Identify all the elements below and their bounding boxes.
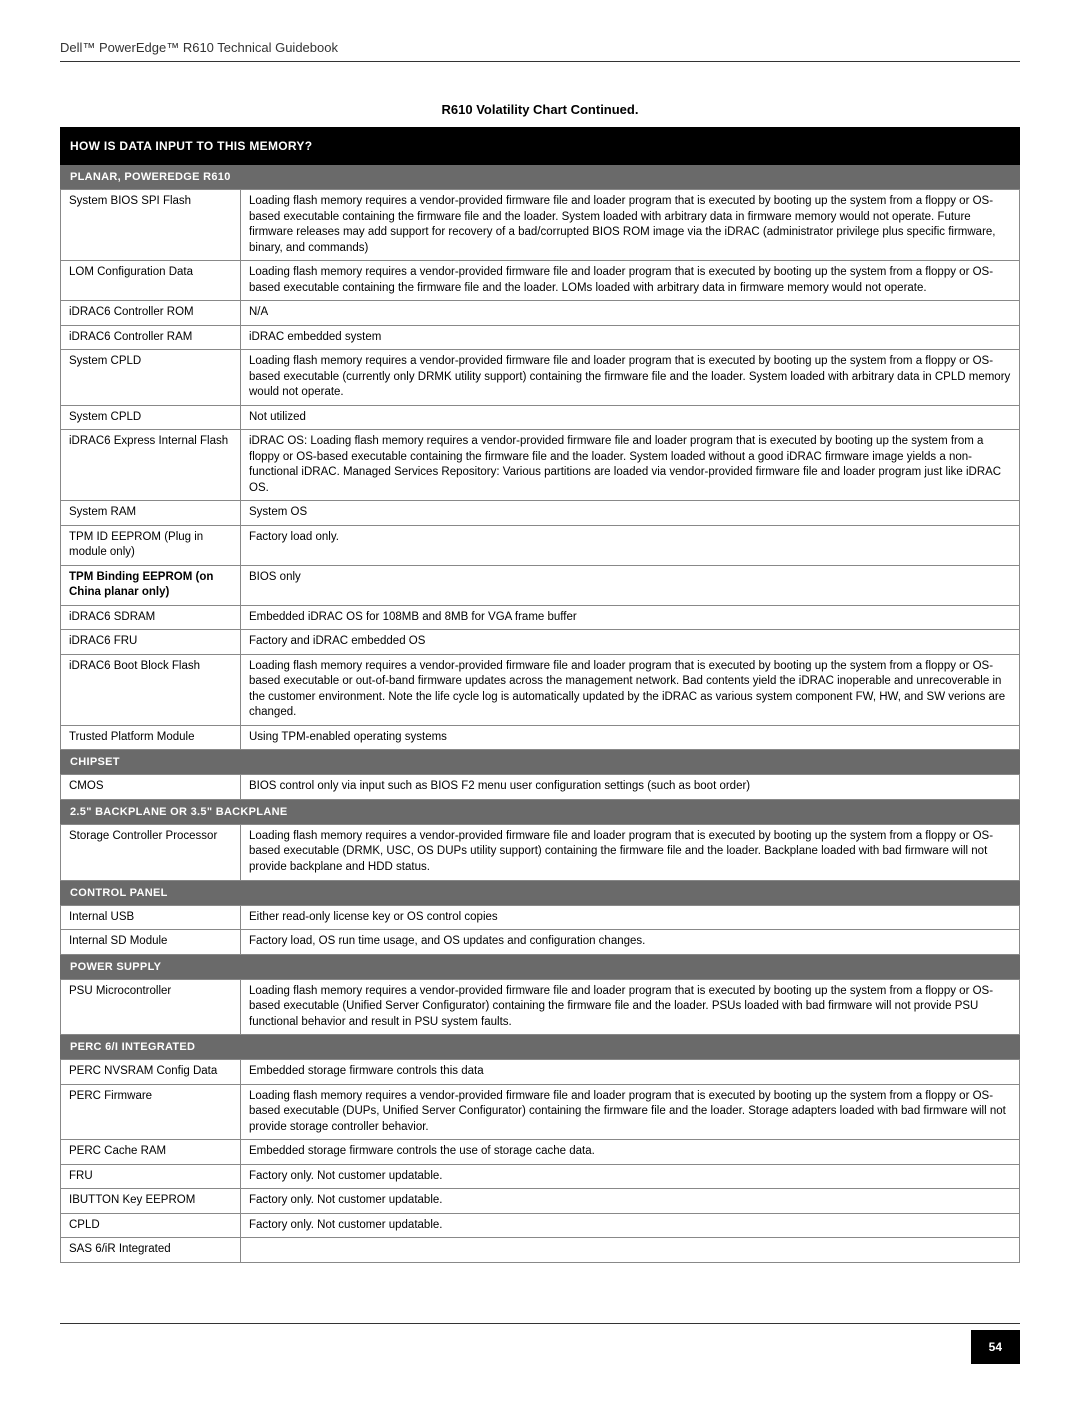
- row-value: Loading flash memory requires a vendor-p…: [241, 824, 1020, 880]
- question-bar: How Is Data Input To This Memory?: [60, 127, 1020, 165]
- row-value: Factory only. Not customer updatable.: [241, 1213, 1020, 1238]
- row-value: Loading flash memory requires a vendor-p…: [241, 350, 1020, 406]
- row-value: [241, 1238, 1020, 1263]
- row-value: Either read-only license key or OS contr…: [241, 905, 1020, 930]
- page-header: Dell™ PowerEdge™ R610 Technical Guideboo…: [60, 40, 1020, 62]
- row-value: System OS: [241, 501, 1020, 526]
- row-label: Internal USB: [61, 905, 241, 930]
- table-row: PERC Cache RAMEmbedded storage firmware …: [61, 1140, 1020, 1165]
- row-value: iDRAC embedded system: [241, 325, 1020, 350]
- row-value: BIOS only: [241, 565, 1020, 605]
- chart-title: R610 Volatility Chart Continued.: [60, 102, 1020, 117]
- row-value: BIOS control only via input such as BIOS…: [241, 775, 1020, 800]
- row-label: TPM Binding EEPROM (on China planar only…: [61, 565, 241, 605]
- row-label: Internal SD Module: [61, 930, 241, 955]
- row-label: iDRAC6 Express Internal Flash: [61, 430, 241, 501]
- table-row: Internal SD ModuleFactory load, OS run t…: [61, 930, 1020, 955]
- section-table: CMOSBIOS control only via input such as …: [60, 774, 1020, 800]
- page-number: 54: [971, 1330, 1020, 1364]
- table-row: iDRAC6 Controller RAMiDRAC embedded syst…: [61, 325, 1020, 350]
- row-label: System BIOS SPI Flash: [61, 190, 241, 261]
- table-row: PERC NVSRAM Config DataEmbedded storage …: [61, 1060, 1020, 1085]
- row-value: Factory load only.: [241, 525, 1020, 565]
- row-label: iDRAC6 SDRAM: [61, 605, 241, 630]
- row-value: Loading flash memory requires a vendor-p…: [241, 979, 1020, 1035]
- row-value: Loading flash memory requires a vendor-p…: [241, 261, 1020, 301]
- table-row: iDRAC6 FRUFactory and iDRAC embedded OS: [61, 630, 1020, 655]
- section-header: Planar, PowerEdge R610: [60, 165, 1020, 189]
- table-row: PSU MicrocontrollerLoading flash memory …: [61, 979, 1020, 1035]
- table-row: System CPLDNot utilized: [61, 405, 1020, 430]
- table-row: PERC FirmwareLoading flash memory requir…: [61, 1084, 1020, 1140]
- row-label: CPLD: [61, 1213, 241, 1238]
- section-header: Power Supply: [60, 955, 1020, 979]
- table-row: SAS 6/iR Integrated: [61, 1238, 1020, 1263]
- table-row: CPLDFactory only. Not customer updatable…: [61, 1213, 1020, 1238]
- table-row: TPM Binding EEPROM (on China planar only…: [61, 565, 1020, 605]
- row-value: Factory and iDRAC embedded OS: [241, 630, 1020, 655]
- section-header: Chipset: [60, 750, 1020, 774]
- row-value: Factory only. Not customer updatable.: [241, 1189, 1020, 1214]
- row-label: iDRAC6 FRU: [61, 630, 241, 655]
- table-row: iDRAC6 Boot Block FlashLoading flash mem…: [61, 654, 1020, 725]
- table-row: iDRAC6 Controller ROMN/A: [61, 301, 1020, 326]
- row-label: iDRAC6 Controller ROM: [61, 301, 241, 326]
- row-label: iDRAC6 Boot Block Flash: [61, 654, 241, 725]
- table-row: LOM Configuration DataLoading flash memo…: [61, 261, 1020, 301]
- section-table: Internal USBEither read-only license key…: [60, 905, 1020, 955]
- table-row: iDRAC6 SDRAMEmbedded iDRAC OS for 108MB …: [61, 605, 1020, 630]
- row-label: Storage Controller Processor: [61, 824, 241, 880]
- row-label: System CPLD: [61, 405, 241, 430]
- table-row: Storage Controller ProcessorLoading flas…: [61, 824, 1020, 880]
- row-value: Loading flash memory requires a vendor-p…: [241, 190, 1020, 261]
- section-table: PSU MicrocontrollerLoading flash memory …: [60, 979, 1020, 1036]
- row-label: PERC Firmware: [61, 1084, 241, 1140]
- row-label: TPM ID EEPROM (Plug in module only): [61, 525, 241, 565]
- row-value: Embedded storage firmware controls this …: [241, 1060, 1020, 1085]
- row-label: CMOS: [61, 775, 241, 800]
- section-table: Storage Controller ProcessorLoading flas…: [60, 824, 1020, 881]
- row-value: Loading flash memory requires a vendor-p…: [241, 1084, 1020, 1140]
- row-value: Using TPM-enabled operating systems: [241, 725, 1020, 750]
- table-row: FRUFactory only. Not customer updatable.: [61, 1164, 1020, 1189]
- row-label: PSU Microcontroller: [61, 979, 241, 1035]
- table-row: Trusted Platform ModuleUsing TPM-enabled…: [61, 725, 1020, 750]
- row-label: System CPLD: [61, 350, 241, 406]
- row-value: Embedded iDRAC OS for 108MB and 8MB for …: [241, 605, 1020, 630]
- row-value: Not utilized: [241, 405, 1020, 430]
- volatility-table: Planar, PowerEdge R610System BIOS SPI Fl…: [60, 165, 1020, 1263]
- table-row: iDRAC6 Express Internal FlashiDRAC OS: L…: [61, 430, 1020, 501]
- section-header: Control Panel: [60, 881, 1020, 905]
- row-label: iDRAC6 Controller RAM: [61, 325, 241, 350]
- row-label: IBUTTON Key EEPROM: [61, 1189, 241, 1214]
- row-value: iDRAC OS: Loading flash memory requires …: [241, 430, 1020, 501]
- section-table: PERC NVSRAM Config DataEmbedded storage …: [60, 1059, 1020, 1263]
- table-row: System CPLDLoading flash memory requires…: [61, 350, 1020, 406]
- row-label: PERC Cache RAM: [61, 1140, 241, 1165]
- table-row: CMOSBIOS control only via input such as …: [61, 775, 1020, 800]
- row-value: Factory only. Not customer updatable.: [241, 1164, 1020, 1189]
- row-label: Trusted Platform Module: [61, 725, 241, 750]
- row-label: System RAM: [61, 501, 241, 526]
- section-header: PERC 6/i Integrated: [60, 1035, 1020, 1059]
- table-row: System RAMSystem OS: [61, 501, 1020, 526]
- row-value: Embedded storage firmware controls the u…: [241, 1140, 1020, 1165]
- row-label: PERC NVSRAM Config Data: [61, 1060, 241, 1085]
- row-value: N/A: [241, 301, 1020, 326]
- row-value: Loading flash memory requires a vendor-p…: [241, 654, 1020, 725]
- table-row: Internal USBEither read-only license key…: [61, 905, 1020, 930]
- row-label: FRU: [61, 1164, 241, 1189]
- row-value: Factory load, OS run time usage, and OS …: [241, 930, 1020, 955]
- page-footer: 54: [60, 1323, 1020, 1364]
- section-header: 2.5" Backplane or 3.5" Backplane: [60, 800, 1020, 824]
- table-row: System BIOS SPI FlashLoading flash memor…: [61, 190, 1020, 261]
- table-row: TPM ID EEPROM (Plug in module only)Facto…: [61, 525, 1020, 565]
- section-table: System BIOS SPI FlashLoading flash memor…: [60, 189, 1020, 750]
- row-label: LOM Configuration Data: [61, 261, 241, 301]
- table-row: IBUTTON Key EEPROMFactory only. Not cust…: [61, 1189, 1020, 1214]
- row-label: SAS 6/iR Integrated: [61, 1238, 241, 1263]
